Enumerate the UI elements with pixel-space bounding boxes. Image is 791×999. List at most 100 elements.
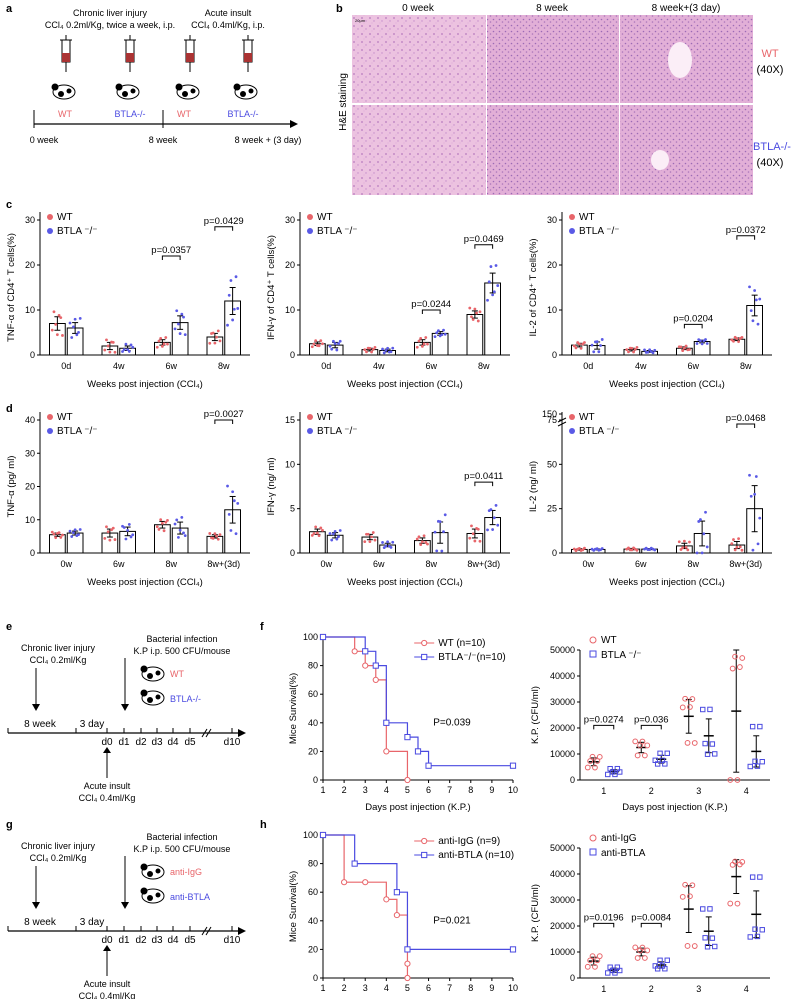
group-label-1: anti-IgG [170, 867, 202, 877]
data-point [689, 696, 696, 702]
data-point [52, 532, 56, 536]
data-point [129, 343, 133, 347]
interval-8-week: 8 week [24, 917, 57, 928]
a-t8: 8 week [149, 135, 178, 145]
data-point [756, 542, 760, 546]
data-point [419, 337, 423, 340]
data-point [757, 874, 763, 880]
significance-bracket [736, 423, 756, 428]
data-point [312, 342, 316, 346]
data-point [61, 334, 64, 337]
p-value-label: p=0.0411 [464, 471, 503, 482]
bar-btla [66, 532, 84, 554]
data-point [704, 944, 711, 950]
data-point [695, 342, 699, 345]
data-point [702, 532, 706, 536]
panel-d-chart-1: 0 5 10 15 IFN-γ (ng/ ml) Weeks post injection… [266, 412, 510, 588]
data-point [664, 750, 670, 756]
mouse-spot [155, 892, 161, 898]
curve-marker [362, 662, 369, 669]
mouse-icon [140, 887, 165, 904]
x-tick-label: 5 [405, 785, 410, 795]
y-tick-label: 10 [285, 459, 295, 469]
data-point [688, 540, 691, 544]
x-tick-label: 7 [447, 983, 452, 993]
curve-marker [351, 860, 358, 867]
acute-title: Acute insult [84, 781, 131, 791]
y-tick-label: 15 [285, 415, 295, 425]
y-tick-label: 0 [570, 775, 575, 785]
mouse-ear [115, 83, 123, 91]
legend-marker-wt [307, 414, 313, 420]
x-tick-label: 0d [583, 361, 593, 371]
data-point [630, 346, 634, 350]
infection-dose: K.P i.p. 500 CFU/mouse [134, 844, 231, 854]
y-axis-label: TNF-α (pg/ ml) [6, 456, 17, 518]
data-point [592, 764, 598, 771]
panel-label-c: c [6, 199, 12, 211]
y-tick-label: 20 [308, 746, 318, 756]
data-point [384, 349, 388, 352]
significance-bracket [214, 419, 234, 424]
x-tick-label: 8w+(3d) [207, 559, 240, 569]
data-point [639, 738, 646, 745]
data-point [752, 926, 758, 932]
data-point [749, 309, 753, 313]
data-point [705, 545, 709, 549]
data-point [644, 742, 651, 749]
data-point [77, 330, 80, 334]
data-point [111, 340, 115, 344]
infection-dose: K.P i.p. 500 CFU/mouse [134, 646, 231, 656]
data-point [754, 475, 758, 478]
data-point [57, 531, 61, 535]
mouse-ear [140, 689, 148, 697]
data-point [486, 528, 489, 532]
data-point [52, 310, 56, 314]
y-tick-label: 20 [25, 260, 35, 270]
data-point [229, 529, 233, 532]
data-point [337, 342, 340, 345]
legend-wt: WT [317, 212, 333, 223]
y-tick-label: 30 [547, 215, 557, 225]
data-point [587, 957, 594, 964]
data-point [753, 492, 757, 496]
data-point [487, 280, 491, 284]
data-point [691, 943, 698, 949]
y-axis-label: K.P. (CFU/ml) [530, 884, 541, 942]
data-point [215, 335, 218, 339]
data-point [131, 533, 135, 537]
mouse-spot [147, 673, 153, 679]
data-point [127, 523, 131, 526]
legend-marker-2 [421, 653, 428, 661]
data-point [637, 742, 643, 749]
data-point [366, 532, 370, 536]
legend-label-2: BTLA ⁻/⁻ [601, 650, 642, 661]
data-point [470, 315, 473, 319]
data-point [489, 508, 493, 511]
x-tick-label: 0w [582, 559, 594, 569]
data-point [749, 494, 753, 498]
data-point [679, 548, 683, 551]
data-point [735, 545, 739, 549]
data-point [596, 753, 603, 760]
data-point [55, 333, 59, 337]
data-point [736, 664, 743, 670]
data-point [589, 753, 596, 760]
y-tick-label: 20 [547, 260, 557, 270]
y-tick-label: 10000 [550, 749, 575, 759]
legend-marker-wt [307, 214, 313, 220]
x-axis-label: Weeks post injection (CCl₄) [347, 577, 463, 588]
data-point [632, 350, 635, 354]
data-point [105, 338, 108, 342]
mouse-spot [155, 670, 161, 676]
legend-marker-2 [421, 851, 428, 859]
data-point [319, 526, 323, 530]
legend-marker-1 [589, 636, 597, 644]
b-wt-label: WT [761, 48, 778, 60]
he-image-wt-8w [487, 15, 619, 103]
x-tick-label: 4 [384, 983, 389, 993]
day-label: d5 [184, 737, 196, 748]
infection-title: Bacterial infection [146, 832, 217, 842]
curve-marker [383, 748, 390, 755]
arrow-head [103, 747, 111, 753]
